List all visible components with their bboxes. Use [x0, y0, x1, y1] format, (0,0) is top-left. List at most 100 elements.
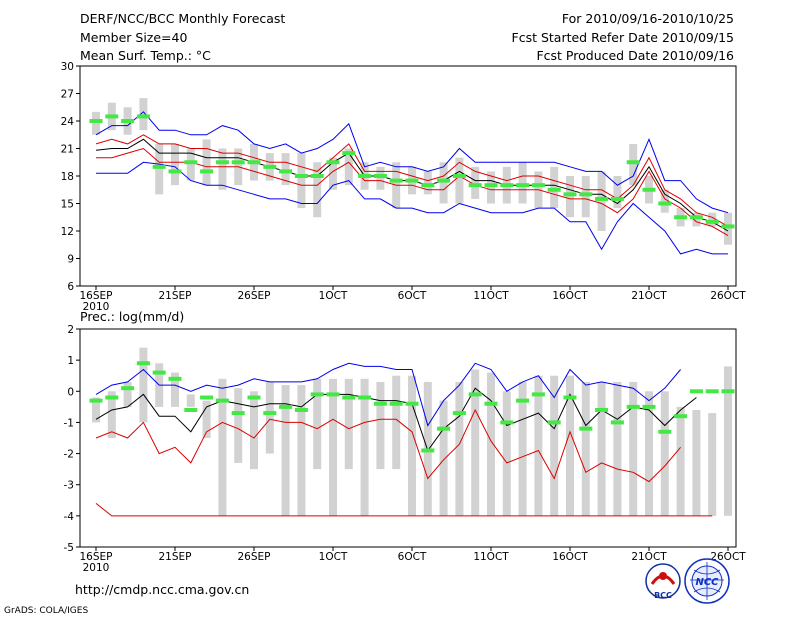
- median-mark: [484, 401, 498, 406]
- spread-box: [171, 143, 179, 186]
- median-mark: [121, 386, 135, 391]
- median-mark: [452, 411, 466, 416]
- median-mark: [279, 404, 293, 409]
- median-mark: [674, 414, 688, 419]
- source-url[interactable]: http://cmdp.ncc.cma.gov.cn: [75, 582, 250, 597]
- y-tick-label: 0: [67, 386, 74, 398]
- median-mark: [642, 187, 656, 192]
- forecast-period: For 2010/09/16-2010/10/25: [561, 11, 734, 26]
- median-mark: [200, 395, 214, 400]
- produced-date: Fcst Produced Date 2010/09/16: [536, 48, 734, 63]
- spread-box: [471, 166, 480, 199]
- median-mark: [247, 160, 261, 165]
- median-mark: [136, 361, 150, 366]
- x-tick-year: 2010: [83, 301, 110, 313]
- median-mark: [310, 392, 324, 397]
- spread-box: [171, 372, 179, 407]
- median-mark: [484, 183, 498, 188]
- median-mark: [231, 411, 245, 416]
- spread-box: [534, 375, 543, 516]
- x-tick-label: 26OCT: [710, 551, 746, 563]
- spread-box: [297, 385, 306, 516]
- median-mark: [121, 119, 135, 123]
- y-tick-label: 1: [67, 355, 74, 367]
- x-tick-label: 26OCT: [710, 290, 746, 302]
- median-mark: [263, 164, 277, 169]
- spread-box: [281, 385, 290, 516]
- median-mark: [658, 429, 672, 434]
- spread-box: [660, 189, 669, 213]
- spread-box: [676, 406, 685, 516]
- median-mark: [468, 183, 482, 188]
- median-mark: [421, 183, 435, 188]
- spread-box: [708, 413, 717, 516]
- spread-box: [392, 375, 401, 470]
- spread-box: [313, 378, 322, 470]
- bcc-logo: BCC: [645, 563, 681, 600]
- y-tick-label: 24: [61, 116, 75, 128]
- median-mark: [294, 174, 308, 178]
- x-tick-label: 11OCT: [473, 290, 509, 302]
- y-tick-label: 18: [61, 171, 74, 183]
- median-mark: [168, 376, 182, 381]
- y-tick-label: -2: [64, 449, 74, 461]
- median-mark: [373, 401, 387, 406]
- median-mark: [326, 392, 340, 397]
- x-tick-label: 6OCT: [398, 290, 427, 302]
- median-mark: [247, 395, 261, 400]
- spread-box: [107, 391, 116, 438]
- median-mark: [358, 174, 372, 178]
- spread-box: [708, 212, 717, 227]
- median-mark: [595, 407, 609, 412]
- ncc-logo: NCC: [684, 558, 730, 604]
- y-tick-label: 9: [67, 254, 74, 266]
- spread-box: [487, 372, 495, 516]
- spread-box: [250, 391, 258, 470]
- spread-box: [329, 378, 337, 516]
- median-mark: [215, 160, 229, 165]
- spread-box: [376, 166, 385, 190]
- median-mark: [610, 196, 624, 201]
- median-mark: [231, 160, 245, 165]
- spread-box: [487, 171, 495, 204]
- ncc-logo-text: NCC: [695, 577, 719, 588]
- median-mark: [437, 178, 451, 183]
- median-mark: [373, 174, 387, 178]
- spread-box: [439, 400, 448, 516]
- median-mark: [200, 169, 214, 174]
- median-mark: [721, 389, 735, 394]
- median-mark: [152, 164, 166, 169]
- spread-box: [645, 391, 653, 516]
- spread-box: [581, 176, 590, 218]
- x-tick-label: 16SEP: [80, 551, 113, 563]
- median-mark: [610, 420, 624, 425]
- grads-credit: GrADS: COLA/IGES: [4, 606, 89, 616]
- spread-box: [329, 157, 337, 190]
- median-mark: [389, 401, 403, 406]
- spread-box: [692, 409, 701, 516]
- median-mark: [215, 398, 229, 403]
- y-tick-label: 30: [61, 61, 74, 73]
- y-tick-label: 2: [67, 324, 74, 336]
- spread-box: [265, 381, 274, 454]
- spread-box: [455, 381, 464, 516]
- median-mark: [342, 151, 356, 156]
- spread-box: [581, 381, 590, 516]
- precip-label: Prec.: log(mm/d): [80, 309, 185, 324]
- median-mark: [626, 404, 640, 409]
- median-mark: [279, 169, 293, 174]
- spread-box: [202, 400, 211, 438]
- chart-title: DERF/NCC/BCC Monthly Forecast: [80, 11, 286, 26]
- median-mark: [658, 201, 672, 206]
- median-mark: [168, 169, 182, 174]
- median-mark: [452, 174, 466, 178]
- median-mark: [595, 196, 609, 201]
- median-mark: [89, 398, 103, 403]
- series-line-upper-mid: [95, 134, 729, 227]
- spread-box: [92, 111, 100, 135]
- spread-box: [123, 381, 132, 407]
- median-mark: [358, 395, 372, 400]
- x-tick-label: 21SEP: [159, 551, 192, 563]
